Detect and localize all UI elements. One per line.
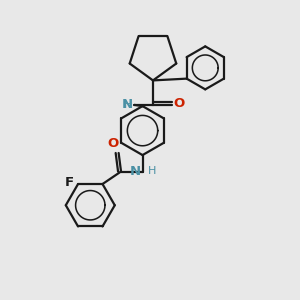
Text: O: O	[174, 97, 185, 110]
Text: H: H	[124, 100, 132, 110]
Text: O: O	[108, 137, 119, 150]
Text: N: N	[121, 98, 132, 111]
Text: H: H	[148, 167, 156, 176]
Text: F: F	[64, 176, 74, 189]
Text: N: N	[130, 165, 141, 178]
